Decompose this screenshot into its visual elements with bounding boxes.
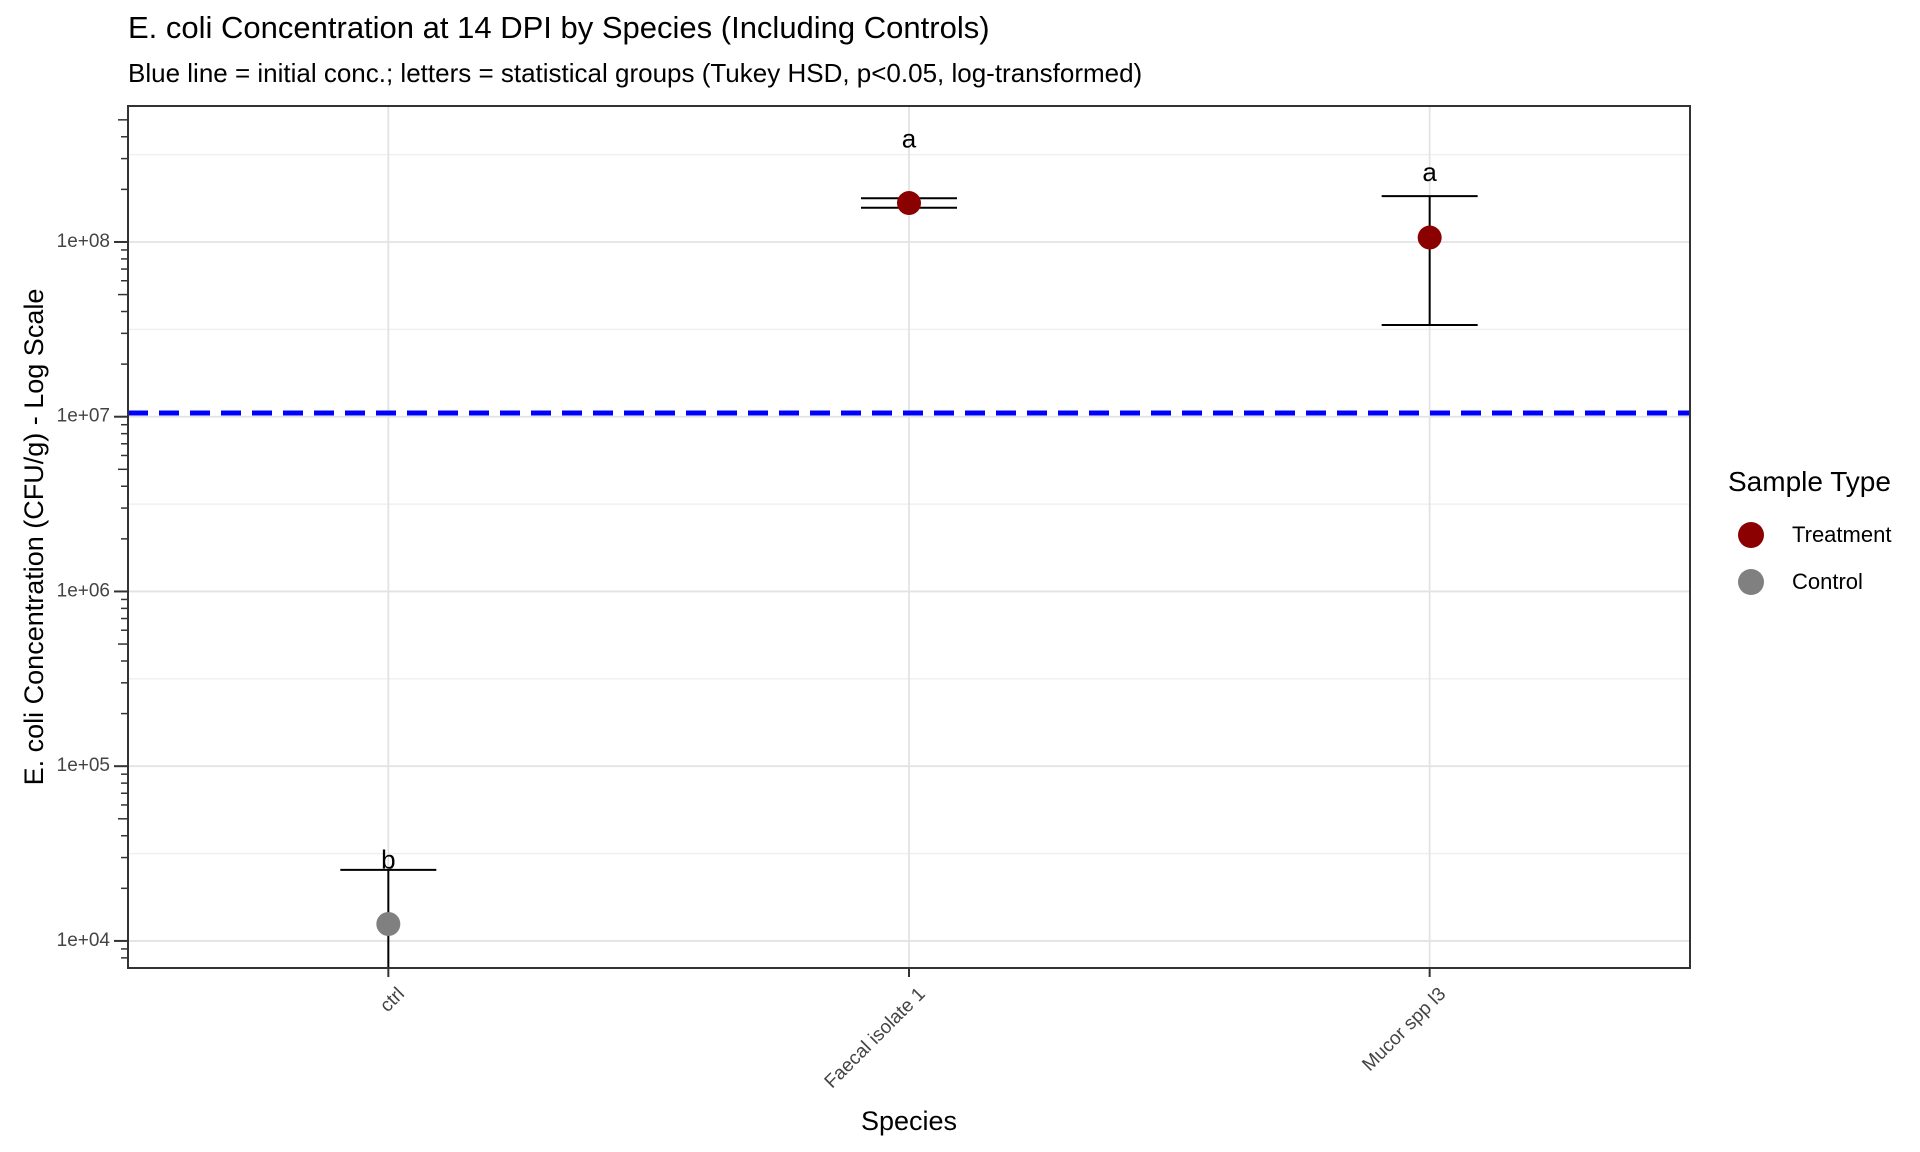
- legend-label-control: Control: [1792, 569, 1863, 594]
- error-bar: [1381, 195, 1478, 326]
- y-tick-label: 1e+04: [57, 930, 111, 951]
- data-point: [376, 911, 401, 936]
- x-tick-label: Faecal isolate 1: [821, 984, 930, 1093]
- legend-item-treatment: Treatment: [1738, 515, 1891, 555]
- data-point: [897, 191, 921, 216]
- legend-item-control: Control: [1738, 562, 1863, 602]
- y-tick-label: 1e+06: [57, 580, 110, 601]
- legend-title: Sample Type: [1728, 466, 1891, 497]
- data-point: [1417, 225, 1442, 250]
- chart-title: E. coli Concentration at 14 DPI by Speci…: [128, 10, 990, 45]
- y-axis-title: E. coli Concentration (CFU/g) - Log Scal…: [19, 289, 49, 786]
- y-tick-label: 1e+08: [57, 231, 110, 252]
- significance-letter: b: [381, 844, 395, 874]
- significance-letter: a: [1422, 157, 1437, 187]
- legend-dot-control: [1738, 569, 1764, 595]
- x-tick-label: ctrl: [376, 984, 409, 1017]
- significance-letter: a: [902, 124, 917, 154]
- y-tick-label: 1e+05: [57, 755, 110, 776]
- legend-label-treatment: Treatment: [1792, 522, 1892, 547]
- y-tick-label: 1e+07: [57, 406, 110, 427]
- x-axis-title: Species: [861, 1106, 957, 1136]
- legend-dot-treatment: [1738, 522, 1764, 548]
- chart-subtitle: Blue line = initial conc.; letters = sta…: [128, 58, 1143, 88]
- x-tick-label: Mucor spp l3: [1358, 984, 1450, 1076]
